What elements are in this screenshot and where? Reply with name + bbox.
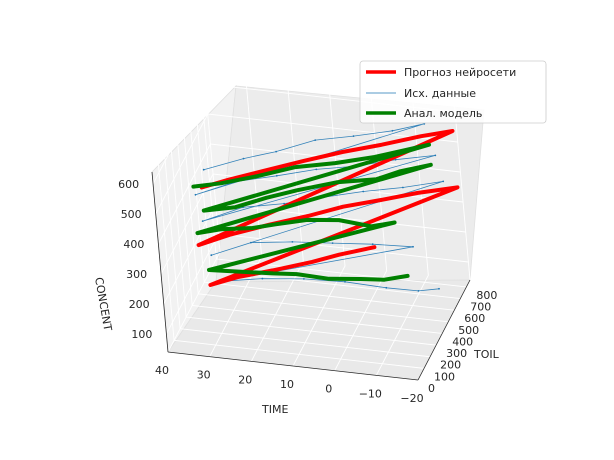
x-tick-label-6: −20 [400,392,423,405]
series-point-2-22 [250,241,252,244]
gridline-x-4 [334,90,388,371]
x-tick-label-2: 20 [238,373,252,386]
y-tick-label-8: 800 [476,289,497,302]
gridline-y-8 [199,78,467,288]
series-point-2-0 [202,168,205,171]
series-point-2-4 [352,135,355,138]
y-axis-label: TOIL [473,348,500,361]
y-tick-label-5: 500 [458,324,479,337]
series-layer [191,122,460,292]
gridline-x-3 [292,85,346,367]
series-point-2-25 [371,243,374,246]
series-point-2-31 [385,286,388,289]
y-tick-label-3: 300 [446,347,467,360]
axis-lines [151,171,471,381]
x-tick-label-0: 40 [155,364,169,377]
gridline-y-3 [169,137,437,346]
series-point-2-33 [438,287,440,290]
x-tick-label-4: 0 [325,383,332,396]
gridline-y-6 [187,102,455,311]
series-point-2-3 [314,139,317,142]
y-tick-label-4: 400 [452,336,473,349]
y-tick-label-7: 700 [470,301,491,314]
legend: Прогноз нейросети Исх. данные Анал. моде… [359,60,547,124]
series-point-2-14 [201,220,204,223]
y-tick-label-1: 100 [434,370,455,383]
series-point-2-7 [194,193,197,196]
gridline-x-5 [375,95,429,376]
series-point-2-5 [391,129,394,132]
series-point-2-24 [331,242,334,245]
series-line-1 [191,142,433,282]
series-point-2-10 [315,168,318,171]
series-point-2-26 [412,245,414,248]
z-axis-line [151,171,169,353]
z-tick-label-1: 200 [129,298,150,311]
gridline-y-1 [157,160,425,369]
x-axis-line [167,351,419,381]
x-tick-label-5: −10 [359,387,382,400]
series-point-2-28 [261,277,264,280]
y-axis-line [417,279,471,381]
z-axis-label: CONCENT [92,276,114,332]
series-point-2-23 [291,241,294,243]
legend-entry-2: Анал. модель [404,107,482,120]
series-point-2-12 [394,158,397,161]
gridline-y-2 [163,148,431,358]
series-point-2-29 [303,278,305,280]
gridline-x-0 [167,71,221,353]
z-tick-label-3: 400 [123,238,144,251]
y-tick-label-0: 0 [428,382,435,395]
series-point-2-19 [402,186,404,189]
z-tick-label-5: 600 [118,178,139,191]
series-point-2-18 [362,190,365,193]
legend-box [359,60,547,124]
x-axis-label: TIME [261,403,288,416]
series-point-2-13 [434,154,437,157]
y-tick-label-6: 600 [464,312,485,325]
gridline-y-4 [175,125,443,334]
series-point-2-9 [275,174,278,177]
gridline-x-2 [250,81,304,362]
series-point-2-30 [344,280,346,283]
x-tick-label-3: 10 [280,378,294,391]
series-point-2-1 [242,157,245,160]
z-tick-label-0: 100 [131,328,152,341]
ticks-layer: 40 30 20 10 0 −10 −200100200300400500600700800… [118,178,497,405]
series-point-2-32 [417,290,420,292]
z-tick-label-2: 300 [126,268,147,281]
x-tick-label-1: 30 [197,369,211,382]
series-point-2-21 [210,254,213,257]
series-point-2-20 [442,180,445,183]
legend-entry-0: Прогноз нейросети [404,66,516,79]
legend-entry-1: Исх. данные [404,87,476,100]
z-tick-label-4: 500 [121,208,142,221]
y-tick-label-2: 200 [440,359,461,372]
series-point-2-16 [283,202,285,205]
gridline-y-5 [181,113,449,323]
series-point-2-2 [275,150,277,153]
